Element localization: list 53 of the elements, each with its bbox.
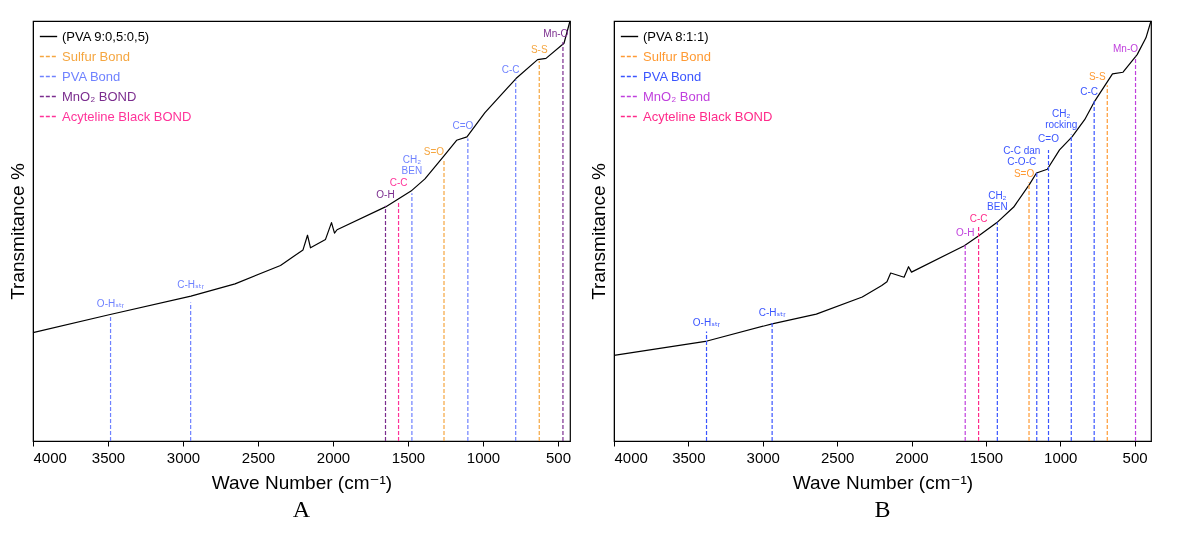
annotation: C=O (1038, 133, 1060, 145)
x-tick-label: 1500 (969, 448, 1004, 466)
annotation: C-C (389, 177, 408, 189)
annotation: S=O (423, 145, 445, 157)
x-tick-label: 3000 (746, 448, 780, 466)
legend-label: Acyteline Black BOND (643, 108, 773, 124)
legend-label: PVA Bond (643, 68, 702, 84)
annotation: C-C (501, 63, 520, 75)
legend-label: Acyteline Black BOND (62, 108, 192, 124)
x-tick-label: 4000 (33, 448, 67, 466)
annotation: S-S (1088, 71, 1106, 83)
annotation: Mn-O (1113, 42, 1139, 54)
text: A (292, 496, 311, 522)
x-tick-label: 2000 (895, 448, 929, 466)
x-tick-label: 2000 (316, 448, 351, 466)
annotation: S=O (1013, 168, 1035, 180)
legend-label: PVA Bond (62, 68, 121, 84)
x-tick-label: 1500 (391, 448, 426, 466)
x-tick-label: 500 (1122, 448, 1148, 466)
y-axis-title: Transmitance % (6, 163, 28, 300)
legend-label: Sulfur Bond (62, 48, 130, 64)
x-axis-title: Wave Number (cm⁻¹) (211, 471, 393, 493)
annotation: C-Hₛₜᵣ (758, 307, 787, 319)
annotation: CH₂ rocking (1045, 107, 1078, 130)
y-axis-title: Transmitance % (587, 163, 609, 300)
annotation: C=O (452, 119, 474, 131)
legend-label: MnO₂ BOND (62, 88, 137, 104)
x-tick-label: 1000 (466, 448, 501, 466)
annotation: O-Hₛₜᵣ (96, 297, 125, 309)
annotation: C-C dan C-O-C (1003, 145, 1041, 168)
x-tick-label: 1000 (1044, 448, 1078, 466)
annotation: O-H (956, 226, 975, 238)
x-axis-title: Wave Number (cm⁻¹) (792, 471, 974, 493)
x-tick-label: 500 (545, 448, 572, 466)
legend-label: (PVA 9:0,5:0,5) (62, 28, 150, 44)
x-tick-label: 3500 (672, 448, 706, 466)
annotation: O-Hₛₜᵣ (692, 317, 721, 329)
annotation: C-C (1080, 86, 1099, 97)
annotation: C-C (969, 212, 988, 224)
legend-label: MnO₂ Bond (643, 88, 711, 104)
annotation: S-S (530, 44, 548, 56)
legend-label: (PVA 8:1:1) (643, 28, 709, 44)
legend-label: Sulfur Bond (643, 48, 711, 64)
annotation: CH₂ BEN (401, 154, 423, 177)
x-tick-label: 2500 (820, 448, 855, 466)
x-tick-label: 4000 (614, 448, 648, 466)
x-tick-label: 3000 (166, 448, 201, 466)
x-tick-label: 3500 (91, 448, 126, 466)
annotation: C-Hₛₜᵣ (177, 278, 205, 290)
text: B (874, 496, 891, 522)
x-tick-label: 2500 (241, 448, 276, 466)
annotation: CH₂ BEN (987, 189, 1008, 212)
annotation: O-H (376, 189, 395, 201)
